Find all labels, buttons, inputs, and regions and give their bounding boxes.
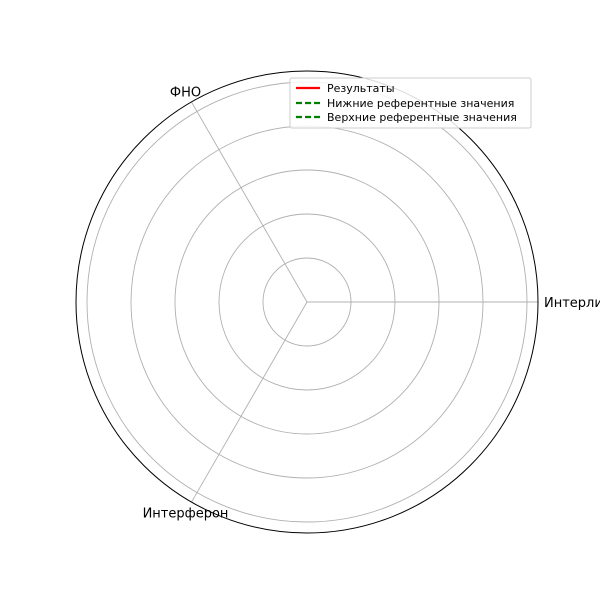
category-label: Интерферон xyxy=(143,506,229,521)
legend-label-results: Результаты xyxy=(327,82,395,95)
legend-label-lower: Нижние референтные значения xyxy=(327,97,514,110)
axis-labels: Интерликин ФНО Интерферон xyxy=(143,86,600,522)
grid-layer xyxy=(75,70,539,534)
polar-frame xyxy=(75,70,539,534)
legend-label-upper: Верхние референтные значения xyxy=(327,111,517,124)
legend: Результаты Нижние референтные значения В… xyxy=(289,77,532,129)
legend-box xyxy=(289,77,532,129)
category-label: ФНО xyxy=(170,86,201,101)
grid-spoke xyxy=(191,301,308,503)
grid-spoke xyxy=(191,101,308,303)
category-label: Интерликин xyxy=(544,296,600,311)
